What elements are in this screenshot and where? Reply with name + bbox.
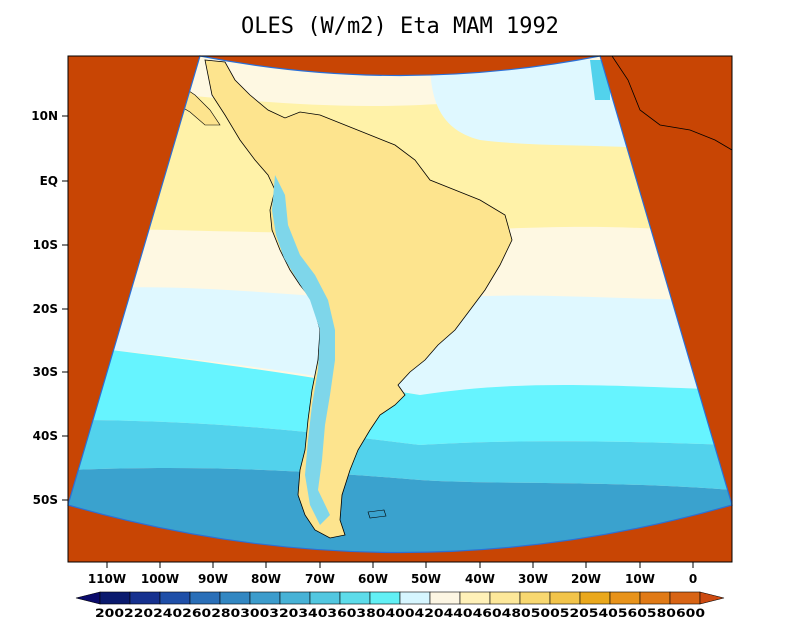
map-title: OLES (W/m2) Eta MAM 1992 (241, 14, 559, 39)
colorbar-segment (489, 591, 521, 605)
south-america-land (204, 59, 513, 539)
colorbar-segment (369, 591, 401, 605)
band-mid-blue (68, 420, 732, 490)
colorbar-segment (669, 591, 701, 605)
lon-label-0: 0 (689, 572, 697, 586)
colorbar-segment (609, 591, 641, 605)
africa-coastline (611, 55, 733, 151)
falkland-islands (367, 509, 387, 519)
colorbar-segment (129, 591, 161, 605)
lat-label-40s: 40S (33, 429, 58, 443)
colorbar-under-arrow (75, 591, 101, 605)
lon-label-110w: 110W (88, 572, 126, 586)
andes-high-terrain (272, 175, 335, 525)
colorbar (75, 591, 725, 605)
lat-label-30s: 30S (33, 365, 58, 379)
colorbar-segment (429, 591, 461, 605)
colorbar-segment (339, 591, 371, 605)
colorbar-segment (399, 591, 431, 605)
lon-label-40w: 40W (465, 572, 495, 586)
lat-label-10s: 10S (33, 238, 58, 252)
lon-label-100w: 100W (141, 572, 179, 586)
lon-label-50w: 50W (411, 572, 441, 586)
lat-label-50s: 50S (33, 493, 58, 507)
domain-outline (67, 55, 733, 554)
colorbar-segment (549, 591, 581, 605)
colorbar-segment (639, 591, 671, 605)
band-deep-blue (68, 468, 732, 553)
colorbar-segment (309, 591, 341, 605)
colorbar-segment (219, 591, 251, 605)
lon-label-90w: 90W (198, 572, 228, 586)
colorbar-segment (519, 591, 551, 605)
colorbar-segment (99, 591, 131, 605)
lon-label-60w: 60W (358, 572, 388, 586)
colorbar-over-arrow (699, 591, 725, 605)
lat-axis: 10N EQ 10S 20S 30S 40S 50S (31, 109, 68, 507)
lon-label-10w: 10W (625, 572, 655, 586)
lon-label-80w: 80W (251, 572, 281, 586)
lon-label-20w: 20W (571, 572, 601, 586)
lon-axis: 110W 100W 90W 80W 70W 60W 50W 40W 30W 20… (88, 562, 697, 586)
colorbar-segment (189, 591, 221, 605)
lat-label-10n: 10N (31, 109, 58, 123)
model-domain (68, 56, 732, 553)
colorbar-labels: 2002202402602803003203403603804004204404… (95, 606, 705, 618)
lon-label-70w: 70W (305, 572, 335, 586)
lat-label-20s: 20S (33, 302, 58, 316)
lon-label-30w: 30W (518, 572, 548, 586)
colorbar-segment (249, 591, 281, 605)
colorbar-segment (459, 591, 491, 605)
colorbar-segment (279, 591, 311, 605)
colorbar-segment (579, 591, 611, 605)
lat-label-eq: EQ (40, 174, 58, 188)
colorbar-segment (159, 591, 191, 605)
